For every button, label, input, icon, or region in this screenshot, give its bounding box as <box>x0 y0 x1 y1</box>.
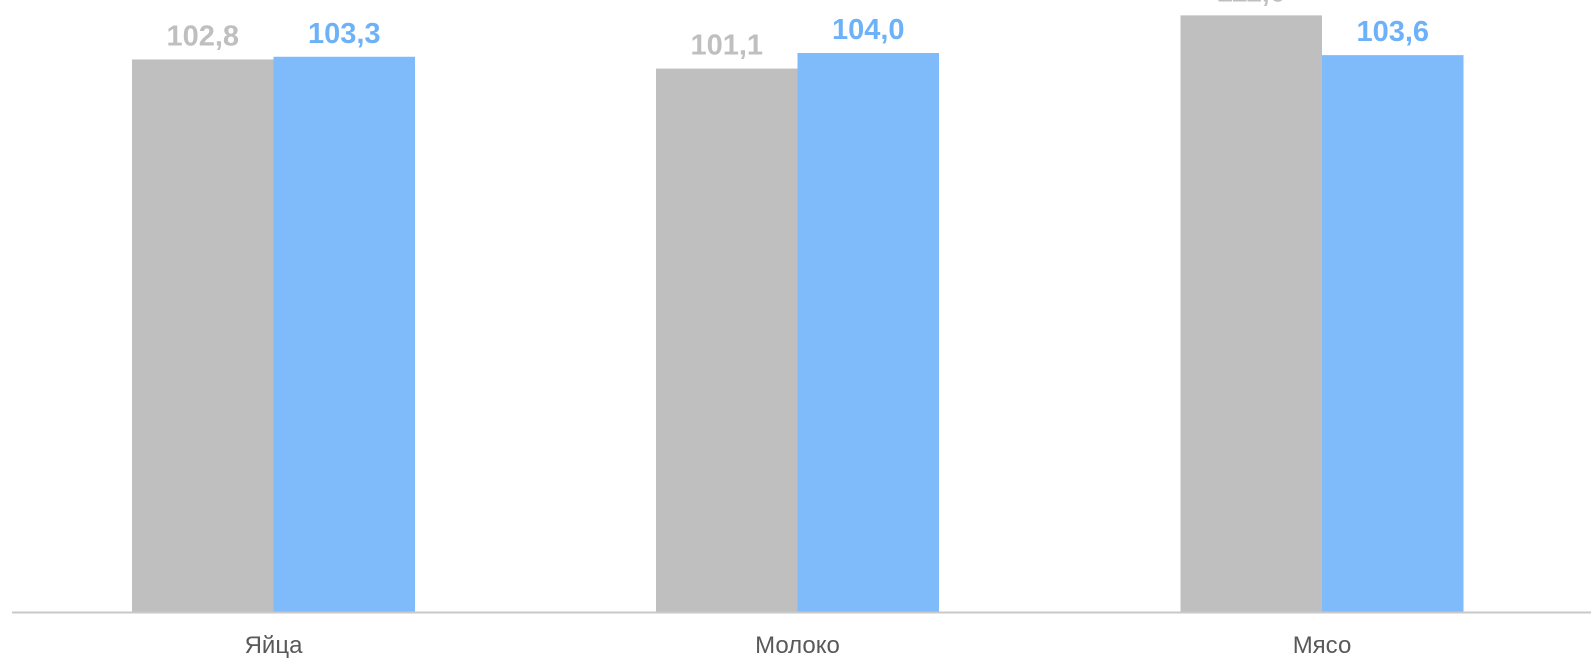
value-labels-layer: 102,8 103,3 101,1 104,0 111,0 103,6 <box>166 0 1429 62</box>
data-label-series-2-1: 103,3 <box>308 18 381 50</box>
bar-series-2-3 <box>1322 55 1464 612</box>
data-label-series-1-2: 101,1 <box>690 30 763 62</box>
category-label-3: Мясо <box>1293 632 1352 659</box>
bar-series-1-1 <box>132 59 274 612</box>
bar-series-1-2 <box>656 68 798 612</box>
data-label-series-2-2: 104,0 <box>832 14 905 46</box>
bars-layer <box>132 15 1464 612</box>
bar-series-1-3 <box>1180 15 1322 612</box>
data-label-series-2-3: 103,6 <box>1356 16 1429 48</box>
category-label-1: Яйца <box>245 632 303 659</box>
bar-series-2-1 <box>273 56 415 612</box>
category-label-2: Молоко <box>755 632 840 659</box>
data-label-series-1-1: 102,8 <box>166 20 239 52</box>
category-labels-layer: Яйца Молоко Мясо <box>245 632 1352 659</box>
bar-series-2-2 <box>797 53 939 612</box>
data-label-series-1-3: 111,0 <box>1217 0 1286 8</box>
